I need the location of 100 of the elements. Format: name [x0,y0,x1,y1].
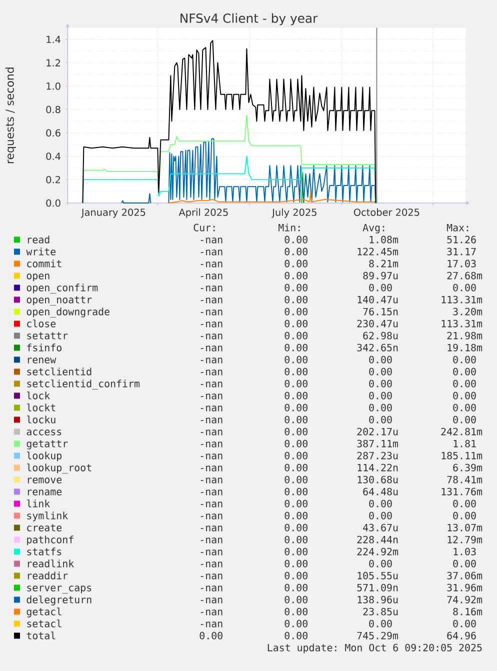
text: 113.31m [442,296,482,304]
y-tick-label: 0.4 [46,152,60,160]
legend-label: link [26,500,50,508]
y-axis-title: requests / second [5,68,16,164]
legend-label: lock [26,392,50,400]
legend-label: access [26,430,62,436]
text: -nan [200,586,222,592]
text: 0.00 [284,332,308,340]
text: 17.03 [448,260,476,268]
text: -nan [200,346,222,352]
legend-label: remove [28,478,62,484]
text: 51.26 [447,236,476,244]
text: 0.00 [284,512,308,520]
legend-label: open [26,274,50,282]
y-tick-label: 0.0 [46,199,60,207]
text: -nan [200,286,222,292]
text: 122.45m [358,248,398,256]
text: 0.00 [284,380,308,388]
text: Avg: [362,224,384,234]
text: 0.00 [453,284,476,292]
text: 202.17u [357,428,398,436]
text: 0.00 [284,344,308,352]
text: 0.00 [284,476,308,484]
x-tick-label: April 2025 [178,208,228,218]
text: 64.96 [447,632,476,640]
text: 0.00 [369,368,392,376]
legend-label: write [26,248,56,256]
text: 0.00 [369,356,392,364]
text: 43.67u [363,524,398,532]
text: 130.68u [358,476,398,484]
text: 1.81 [454,440,476,448]
text: 0.00 [284,536,308,544]
text: 0.00 [369,380,392,388]
text: 113.31m [442,320,482,328]
text: -nan [200,382,222,388]
text: -nan [200,598,222,604]
line-series [82,156,376,204]
text: 0.00 [453,392,476,400]
text: 0.00 [284,416,308,424]
legend-label: open_downgrade [26,308,110,318]
text: Max: [446,224,468,232]
text: 0.00 [284,572,308,580]
text: 64.48u [363,488,398,496]
text: 185.11m [442,452,482,460]
text: -nan [200,514,222,520]
text: 62.98u [363,332,398,340]
chart-title: NFSv4 Client - by year [180,13,318,26]
text: 31.17 [447,248,476,256]
legend-label: setattr [27,332,68,340]
text: 0.00 [369,392,392,400]
text: 0.00 [284,428,308,436]
text: 0.00 [369,416,392,424]
text: -nan [200,574,222,580]
text: -nan [200,610,222,616]
text: 0.00 [453,560,476,568]
legend-label: readdir [28,572,68,580]
x-tick-label: July 2025 [272,208,316,218]
text: 0.00 [369,500,392,508]
text: -nan [200,454,222,460]
legend-label: close [27,320,56,328]
text: -nan [200,430,222,436]
text: 571.09n [357,584,398,592]
text: Last update: Mon Oct 6 09:20:05 2025 [268,644,482,654]
legend-label: lockt [26,404,56,412]
text: 0.00 [200,632,222,640]
text: 0.00 [369,620,392,628]
text: 0.00 [284,560,308,568]
text: -nan [200,538,222,544]
y-tick-label: 1.0 [46,82,60,90]
text: 387.11m [357,440,398,448]
legend-label: fsinfo [27,344,62,352]
legend-label: open_confirm [26,284,98,294]
legend-label: pathconf [27,536,74,546]
text: 0.00 [284,392,308,400]
text: 224.92m [357,548,398,556]
legend-label: getacl [26,608,62,618]
text: 27.68m [447,272,482,280]
text: -nan [200,406,222,412]
text: -nan [200,250,222,256]
text: 0.00 [284,584,308,592]
legend-label: symlink [27,512,68,522]
legend-label: total [26,632,56,640]
text: -nan [200,358,222,364]
text: 37.06m [447,572,482,580]
text: 0.00 [284,308,308,316]
text: 0.00 [284,440,308,448]
text: 0.00 [284,596,308,604]
text: 140.47u [358,296,398,304]
legend-label: read [28,236,50,244]
text: 0.00 [453,416,476,424]
text: -nan [200,502,222,508]
text: 0.00 [284,368,308,376]
legend-label: setclientid [27,368,92,376]
legend-label: commit [27,260,62,268]
legend-label: rename [28,490,62,496]
text: 230.47u [357,320,398,328]
text: 0.00 [284,236,308,244]
text: -nan [200,274,222,280]
text: 105.55u [358,572,398,580]
text: 0.00 [453,356,476,364]
